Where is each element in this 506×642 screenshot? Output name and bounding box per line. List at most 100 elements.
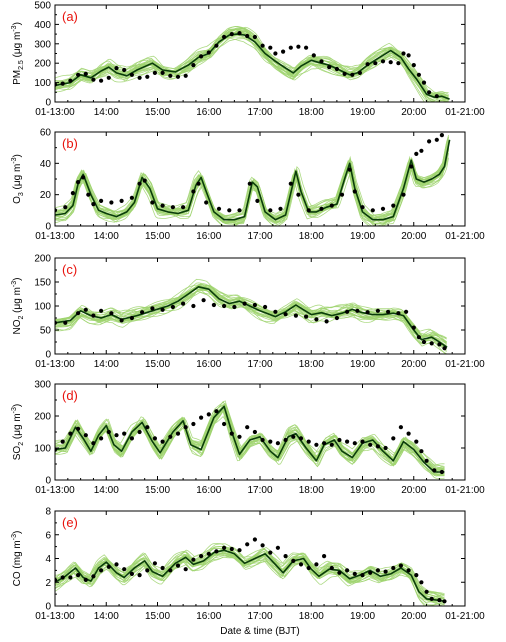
observation-point [86,193,90,197]
observation-point [255,199,259,203]
observation-point [91,441,95,445]
x-tick-label: 20:00 [401,231,426,242]
observation-point [199,554,203,558]
observation-point [419,449,423,453]
observation-point [130,196,134,200]
observation-point [245,34,249,38]
observation-point [84,578,88,582]
observation-point [114,66,118,70]
x-tick-label: 15:00 [145,107,170,118]
observation-point [440,133,444,137]
observation-point [319,59,323,63]
observation-point [176,75,180,79]
y-tick-label: 300 [34,380,51,391]
observation-point [99,199,103,203]
observation-point [243,302,247,306]
observation-point [263,305,267,309]
observation-point [360,440,364,444]
x-tick-label: 20:00 [401,485,426,496]
observation-point [291,435,295,439]
x-tick-label: 18:00 [299,359,324,370]
observation-point [414,440,418,444]
observation-point [76,427,80,431]
observation-point [440,470,444,474]
observation-point [419,149,423,153]
x-tick-label: 01-21:00 [445,485,485,496]
observation-point [214,44,218,48]
observation-point [222,304,226,308]
observation-point [171,305,175,309]
y-tick-label: 150 [34,278,51,289]
observation-point [335,316,339,320]
panel-label: (c) [62,262,77,277]
observation-point [99,568,103,572]
observation-point [122,567,126,571]
observation-point [161,440,165,444]
panel-label: (a) [62,9,78,24]
y-axis-label-close: ) [12,531,23,534]
observation-point [330,566,334,570]
observation-point [289,182,293,186]
observation-point [307,566,311,570]
observation-point [427,90,431,94]
observation-point [114,433,118,437]
panel-label: (b) [62,136,78,151]
observation-point [366,62,370,66]
observation-point [196,182,200,186]
observation-point [81,175,85,179]
panel-3: 0 50 100 150 200 01-13:00 14:00 15:00 16:00 17:00… [11,254,485,371]
observation-point [261,438,265,442]
observation-point [425,459,429,463]
x-tick-label: 16:00 [196,611,221,622]
observation-point [391,436,395,440]
observation-point [371,208,375,212]
observation-point [345,310,349,314]
plot-area [53,127,450,228]
observation-point [353,572,357,576]
x-tick-label: 01-21:00 [445,359,485,370]
ensemble-member-line [55,285,447,352]
x-tick-label: 15:00 [145,359,170,370]
observation-point [407,53,411,57]
observation-point [191,422,195,426]
panel-5: 0 2 4 6 8 01-13:00 14:00 15:00 16:00 17:00 18:00 19… [11,507,485,623]
observation-point [422,81,426,85]
y-tick-label: 20 [40,190,52,201]
y-axis-label-main: NO [12,319,23,334]
observation-point [176,564,180,568]
observation-point [337,571,341,575]
observation-point [399,425,403,429]
x-tick-label: 01-21:00 [445,231,485,242]
x-tick-label: 14:00 [94,359,119,370]
observation-point [312,53,316,57]
observation-point [414,573,418,577]
observation-point [304,46,308,50]
observation-point [268,208,272,212]
observation-point [143,179,147,183]
observation-point [330,443,334,447]
observation-point [396,61,400,65]
observation-point [404,310,408,314]
observation-point [184,567,188,571]
y-tick-label: 200 [34,254,51,265]
observation-point [253,303,257,307]
observation-point [207,552,211,556]
observation-point [343,72,347,76]
y-tick-label: 400 [34,20,51,31]
observation-point [345,440,349,444]
observation-point [191,558,195,562]
observation-point [253,537,257,541]
x-axis-title: Date & time (BJT) [220,626,299,637]
observation-point [401,51,405,55]
x-tick-label: 18:00 [299,485,324,496]
observation-point [237,548,241,552]
observation-point [368,443,372,447]
observation-point [412,326,416,330]
observation-point [153,436,157,440]
observation-point [268,551,272,555]
y-axis-label-close: ) [12,404,23,407]
observation-point [366,310,370,314]
observation-point [360,205,364,209]
observation-point [184,74,188,78]
